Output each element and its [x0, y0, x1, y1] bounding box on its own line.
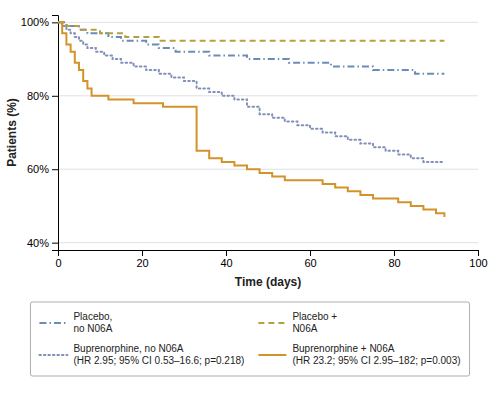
tick-mark	[310, 250, 311, 256]
tick-label: 100	[469, 257, 487, 269]
legend-swatch	[39, 354, 67, 356]
legend: Placebo,no N06A Placebo +N06A Buprenorphin…	[30, 302, 469, 376]
legend-label-line: (HR 2.95; 95% CI 0.53–16.6; p=0.218)	[73, 355, 244, 366]
legend-swatch	[258, 354, 286, 356]
legend-frame	[30, 302, 469, 376]
tick-mark	[52, 22, 58, 23]
legend-label-line: Placebo,	[73, 311, 112, 322]
tick-label: 0	[55, 257, 61, 269]
tick-mark	[394, 250, 395, 256]
legend-entry: Buprenorphine, no N06A(HR 2.95; 95% CI 0…	[39, 343, 244, 366]
y-axis-title: Patients (%)	[5, 98, 19, 167]
tick: 20	[136, 250, 148, 269]
tick-mark	[52, 96, 58, 97]
legend-swatch	[258, 322, 286, 324]
tick: 80	[388, 250, 400, 269]
tick: 100	[469, 250, 487, 269]
tick-mark	[142, 250, 143, 256]
tick-label: 80	[388, 257, 400, 269]
legend-entry: Placebo,no N06A	[39, 311, 112, 334]
grid-line	[58, 169, 478, 170]
legend-entry: Buprenorphine + N06A(HR 23.2; 95% CI 2.9…	[258, 343, 460, 366]
x-axis-title: Time (days)	[235, 275, 301, 289]
grid	[58, 22, 478, 242]
tick: 80%	[27, 90, 58, 102]
legend-label: Placebo +N06A	[292, 311, 337, 334]
legend-label-line: Buprenorphine + N06A	[292, 343, 394, 354]
y-axis: 40% 60% 80% 100%	[21, 16, 59, 251]
tick-mark	[52, 243, 58, 244]
legend-label: Buprenorphine + N06A(HR 23.2; 95% CI 2.9…	[292, 343, 460, 366]
tick-label: 100%	[21, 16, 49, 28]
series-line	[58, 22, 444, 40]
axis-line	[52, 16, 59, 251]
chart: 0 20 40 60 80 100 40% 60% 80% 100% Time (days) Pati…	[0, 0, 500, 403]
x-axis: 0 20 40 60 80 100	[55, 250, 487, 269]
legend-label-line: Buprenorphine, no N06A	[73, 343, 183, 354]
tick: 40	[220, 250, 232, 269]
lines	[58, 22, 444, 217]
tick: 60%	[27, 163, 58, 175]
tick-label: 60%	[27, 163, 49, 175]
tick: 0	[55, 250, 61, 269]
legend-label-line: (HR 23.2; 95% CI 2.95–182; p=0.003)	[292, 355, 460, 366]
tick: 60	[304, 250, 316, 269]
grid-line	[58, 242, 478, 243]
tick-mark	[478, 250, 479, 256]
legend-label-line: N06A	[292, 323, 317, 334]
legend-label: Placebo,no N06A	[73, 311, 112, 334]
legend-entry: Placebo +N06A	[258, 311, 337, 334]
legend-swatch	[39, 322, 67, 324]
series-line	[58, 22, 444, 73]
legend-label-line: no N06A	[73, 323, 112, 334]
tick-label: 20	[136, 257, 148, 269]
tick: 40%	[27, 237, 58, 249]
tick-label: 40	[220, 257, 232, 269]
series-line	[58, 22, 444, 162]
series-line	[58, 22, 444, 217]
grid-line	[58, 22, 478, 23]
tick-label: 80%	[27, 90, 49, 102]
grid-line	[58, 95, 478, 96]
tick-mark	[52, 169, 58, 170]
legend-label: Buprenorphine, no N06A(HR 2.95; 95% CI 0…	[73, 343, 244, 366]
tick-mark	[226, 250, 227, 256]
tick-label: 60	[304, 257, 316, 269]
legend-label-line: Placebo +	[292, 311, 337, 322]
tick-label: 40%	[27, 237, 49, 249]
tick: 100%	[21, 16, 58, 28]
axis-line	[59, 251, 479, 257]
